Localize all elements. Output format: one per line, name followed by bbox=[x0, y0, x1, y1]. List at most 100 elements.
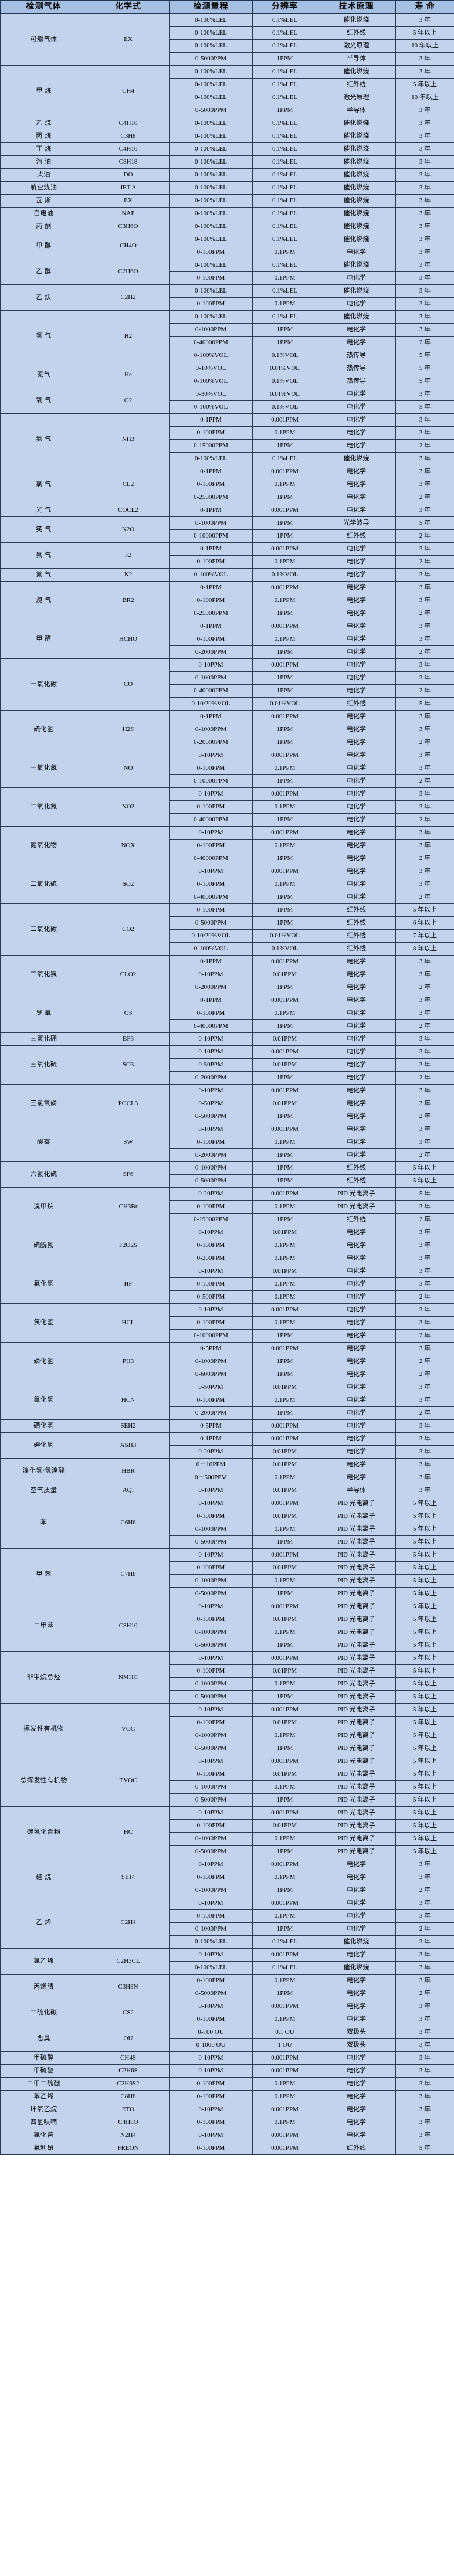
cell-technology: 电化学 bbox=[317, 413, 396, 427]
cell-resolution: 0.001PPM bbox=[252, 1342, 317, 1355]
cell-resolution: 0.001PPM bbox=[252, 581, 317, 594]
cell-range: 0-200PPM bbox=[169, 1252, 253, 1265]
cell-range: 0-100PPM bbox=[169, 1394, 253, 1407]
cell-resolution: 0.1%VOL bbox=[252, 942, 317, 956]
table-row: 乙 烷 C4H10 0-100%LEL 0.1%LEL 催化燃烧 3 年 bbox=[0, 117, 454, 130]
cell-range: 0-100%VOL bbox=[169, 942, 253, 956]
cell-technology: 电化学 bbox=[317, 955, 396, 968]
cell-lifetime: 3 年 bbox=[395, 1032, 454, 1046]
table-row: 总挥发性有机物 TVOC 0-10PPM 0.001PPM PID 光电离子 5 年以上 bbox=[0, 1755, 454, 1807]
cell-resolution: 0.001PPM bbox=[252, 1651, 317, 1665]
cell-chemical-formula: SF6 bbox=[87, 1161, 170, 1188]
cell-lifetime: 2 年 bbox=[395, 1329, 454, 1343]
cell-lifetime: 3 年 bbox=[395, 271, 454, 285]
cell-resolution: 0.1PPM bbox=[252, 1200, 317, 1214]
cell-lifetime: 5 年以上 bbox=[395, 1806, 454, 1820]
cell-technology: 电化学 bbox=[317, 555, 396, 569]
table-row: 0-1000PPM 1PPM 电化学 3 年 bbox=[1, 671, 454, 685]
table-row: 0-100PPM 0.1PPM 电化学 3 年 bbox=[1, 1239, 454, 1252]
cell-lifetime: 2 年 bbox=[395, 645, 454, 659]
cell-chemical-formula: NAP bbox=[87, 207, 170, 220]
cell-technology: 双极头 bbox=[317, 2038, 396, 2052]
cell-chemical-formula: CH3Br bbox=[87, 1187, 170, 1226]
cell-gas-name: 乙 醇 bbox=[0, 259, 87, 285]
cell-technology: 电化学 bbox=[317, 478, 396, 491]
cell-lifetime: 5 年以上 bbox=[395, 1742, 454, 1755]
cell-technology: 催化燃烧 bbox=[317, 181, 396, 195]
cell-gas-name: 氯化苦 bbox=[0, 2129, 87, 2142]
cell-resolution: 0.1PPM bbox=[252, 1677, 317, 1691]
cell-resolution: 0.1%LEL bbox=[252, 65, 317, 79]
cell-resolution: 0.01PPM bbox=[252, 1226, 317, 1239]
cell-technology: 催化燃烧 bbox=[317, 155, 396, 169]
cell-resolution: 0.001PPM bbox=[252, 710, 317, 723]
cell-lifetime: 2 年 bbox=[395, 1019, 454, 1033]
cell-lifetime: 2 年 bbox=[395, 1884, 454, 1897]
cell-gas-name: 氨 气 bbox=[0, 413, 87, 465]
cell-technology: 电化学 bbox=[317, 839, 396, 852]
cell-chemical-formula: C2H6O bbox=[87, 259, 170, 285]
cell-lifetime: 5 年 bbox=[395, 516, 454, 530]
cell-range: 0-10PPM bbox=[169, 865, 253, 878]
cell-technology: 红外线 bbox=[317, 916, 396, 930]
table-row: 乙 醇 C2H6O 0-100%LEL 0.1%LEL 催化燃烧 3 年 bbox=[0, 259, 454, 285]
cell-resolution: 0.1PPM bbox=[252, 1471, 317, 1484]
cell-lifetime: 3 年 bbox=[395, 2026, 454, 2039]
cell-lifetime: 3 年 bbox=[395, 723, 454, 736]
cell-gas-name: 乙 烷 bbox=[0, 117, 87, 130]
cell-lifetime: 2 年 bbox=[395, 1987, 454, 2000]
cell-resolution: 0.01PPM bbox=[252, 1058, 317, 1072]
cell-resolution: 0.001PPM bbox=[252, 620, 317, 633]
cell-lifetime: 2 年 bbox=[395, 736, 454, 749]
cell-technology: 电化学 bbox=[317, 891, 396, 904]
cell-resolution: 0.1PPM bbox=[252, 426, 317, 440]
cell-technology: 电化学 bbox=[317, 1136, 396, 1149]
cell-lifetime: 3 年 bbox=[395, 52, 454, 66]
cell-gas-name: 氯乙烯 bbox=[0, 1948, 87, 1975]
cell-resolution: 1PPM bbox=[252, 1690, 317, 1704]
cell-lifetime: 3 年 bbox=[395, 426, 454, 440]
cell-range: 0-10000PPM bbox=[169, 529, 253, 543]
cell-technology: 红外线 bbox=[317, 2142, 396, 2155]
table-row: 三氯氧磷 POCL3 0-10PPM 0.001PPM 电化学 3 年 bbox=[0, 1084, 454, 1123]
table-row: 非甲烷总烃 NMHC 0-10PPM 0.001PPM PID 光电离子 5 年以上 bbox=[0, 1651, 454, 1704]
cell-resolution: 0.1PPM bbox=[252, 2013, 317, 2026]
cell-resolution: 1PPM bbox=[252, 491, 317, 504]
cell-technology: 电化学 bbox=[317, 594, 396, 607]
cell-chemical-formula: SO3 bbox=[87, 1045, 170, 1085]
cell-technology: PID 光电离子 bbox=[317, 1523, 396, 1536]
cell-range: 0-100%LEL bbox=[169, 284, 253, 298]
cell-resolution: 0.001PPM bbox=[252, 1755, 317, 1768]
cell-technology: 半导体 bbox=[317, 104, 396, 117]
cell-technology: 电化学 bbox=[317, 1471, 396, 1484]
cell-resolution: 0.001PPM bbox=[252, 2064, 317, 2078]
cell-range: 0-10PPM bbox=[169, 1303, 253, 1317]
cell-range: 0-5000PPM bbox=[169, 1110, 253, 1123]
cell-range: 0-10PPM bbox=[169, 1651, 253, 1665]
cell-resolution: 1PPM bbox=[252, 516, 317, 530]
cell-gas-name: 甲 醛 bbox=[0, 620, 87, 659]
cell-lifetime: 5 年以上 bbox=[395, 1755, 454, 1768]
cell-technology: 电化学 bbox=[317, 2013, 396, 2026]
table-row: 0-15000PPM 1PPM 电化学 2 年 bbox=[1, 439, 454, 453]
cell-lifetime: 3 年 bbox=[395, 220, 454, 233]
cell-lifetime: 3 年 bbox=[395, 388, 454, 401]
table-row: 0-100PPM 0.1PPM 电化学 3 年 bbox=[1, 1007, 454, 1020]
cell-technology: 催化燃烧 bbox=[317, 220, 396, 233]
cell-resolution: 0.1PPM bbox=[252, 839, 317, 852]
cell-range: 0-5000PPM bbox=[169, 1587, 253, 1600]
table-row: 0-25000PPM 1PPM 电化学 2 年 bbox=[1, 607, 454, 620]
cell-resolution: 0.001PPM bbox=[252, 1497, 317, 1510]
cell-range: 0-1PPM bbox=[169, 413, 253, 427]
cell-range: 0-100%LEL bbox=[169, 39, 253, 53]
cell-technology: 电化学 bbox=[317, 878, 396, 891]
cell-chemical-formula: CO2 bbox=[87, 903, 170, 956]
cell-range: 0-100PPM bbox=[169, 1561, 253, 1575]
cell-lifetime: 3 年 bbox=[395, 1909, 454, 1923]
cell-gas-name: 硫酰氟 bbox=[0, 1226, 87, 1265]
cell-resolution: 0.01PPM bbox=[252, 1664, 317, 1678]
cell-lifetime: 5 年以上 bbox=[395, 1793, 454, 1807]
cell-lifetime: 3 年 bbox=[395, 1316, 454, 1330]
cell-resolution: 1PPM bbox=[252, 1922, 317, 1936]
cell-lifetime: 2 年 bbox=[395, 1110, 454, 1123]
